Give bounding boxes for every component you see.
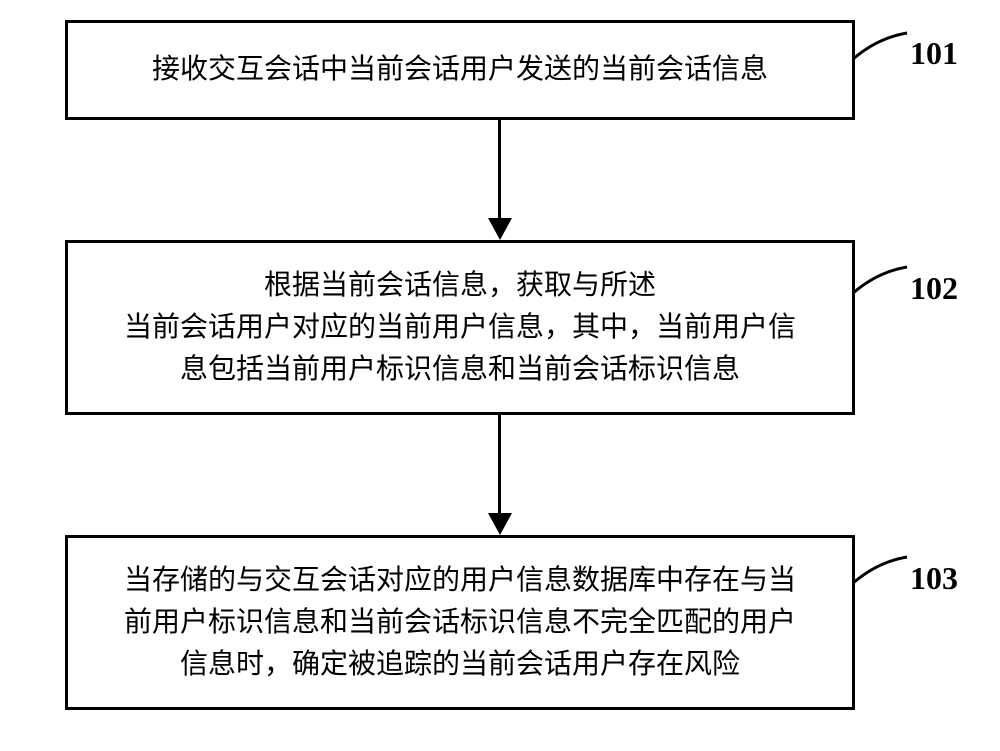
callout-3 (852, 552, 912, 587)
arrow-1-head (488, 218, 512, 240)
flowchart-step-3: 当存储的与交互会话对应的用户信息数据库中存在与当前用户标识信息和当前会话标识信息… (65, 535, 855, 710)
step-3-text: 当存储的与交互会话对应的用户信息数据库中存在与当前用户标识信息和当前会话标识信息… (124, 560, 796, 686)
arrow-2 (498, 415, 502, 535)
step-label-1: 101 (910, 35, 958, 72)
step-label-2: 102 (910, 270, 958, 307)
flowchart-step-1: 接收交互会话中当前会话用户发送的当前会话信息 (65, 20, 855, 120)
arrow-2-head (488, 513, 512, 535)
flowchart-container: 接收交互会话中当前会话用户发送的当前会话信息 根据当前会话信息，获取与所述当前会… (65, 20, 935, 710)
flowchart-step-2: 根据当前会话信息，获取与所述当前会话用户对应的当前用户信息，其中，当前用户信息包… (65, 240, 855, 415)
step-2-text: 根据当前会话信息，获取与所述当前会话用户对应的当前用户信息，其中，当前用户信息包… (124, 265, 796, 391)
callout-1 (852, 28, 912, 63)
arrow-1-line (498, 120, 501, 222)
arrow-1 (498, 120, 502, 240)
arrow-2-line (498, 415, 501, 517)
step-1-text: 接收交互会话中当前会话用户发送的当前会话信息 (152, 49, 768, 91)
callout-2 (852, 262, 912, 297)
step-label-3: 103 (910, 560, 958, 597)
